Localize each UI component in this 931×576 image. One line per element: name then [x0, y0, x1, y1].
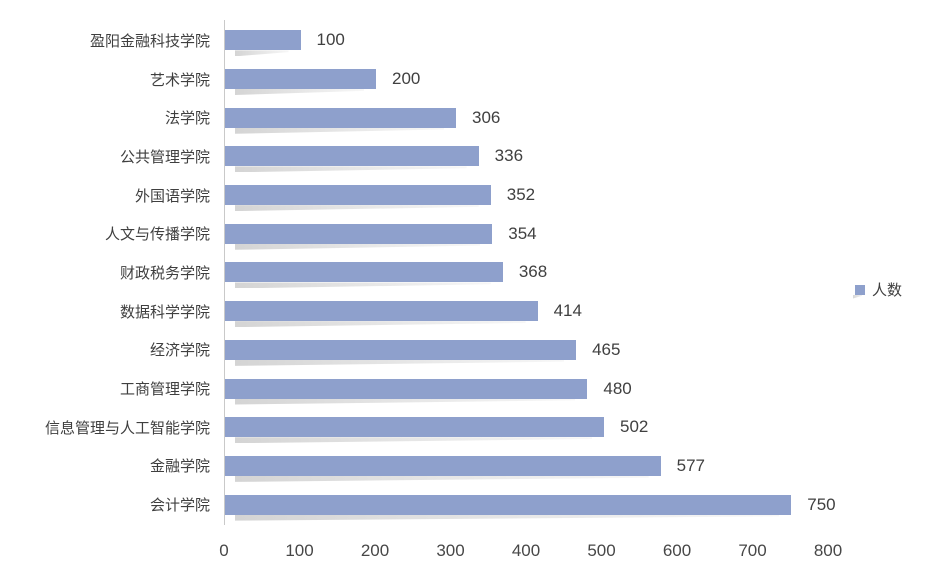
legend-label: 人数 [872, 282, 903, 299]
category-label: 人文与传播学院 [104, 226, 210, 244]
bar-track: 414 [224, 292, 828, 331]
category-label: 信息管理与人工智能学院 [44, 419, 210, 437]
bar-shadow [235, 166, 467, 173]
bar[interactable] [225, 69, 376, 96]
chart-row: 经济学院 465 [0, 331, 931, 370]
category-label: 财政税务学院 [119, 264, 210, 282]
bar-shadow [235, 50, 289, 57]
bar[interactable] [225, 494, 792, 521]
category-label: 会计学院 [149, 497, 210, 515]
category-label: 公共管理学院 [119, 148, 210, 166]
chart-row: 会计学院 750 [0, 485, 931, 524]
chart-row: 金融学院 577 [0, 447, 931, 486]
x-tick-label: 0 [219, 541, 229, 560]
bar-track: 577 [224, 447, 828, 486]
chart-row: 数据科学学院 414 [0, 292, 931, 331]
category-label: 盈阳金融科技学院 [89, 32, 210, 50]
bar[interactable] [225, 223, 493, 250]
value-label: 336 [494, 146, 524, 166]
legend-swatch-shadow [853, 294, 862, 299]
bar-track: 750 [224, 485, 836, 524]
bar-track: 200 [224, 60, 828, 99]
category-label: 数据科学学院 [119, 303, 210, 321]
bar-shadow [235, 282, 491, 289]
chart-rows: 盈阳金融科技学院 100 艺术学院 200 法学院 306 公共管理学院 336 外国语学院 35… [0, 21, 931, 524]
bar-track: 354 [224, 214, 828, 253]
x-tick-label: 600 [662, 541, 692, 560]
category-label: 金融学院 [149, 458, 210, 476]
category-label: 经济学院 [149, 342, 210, 360]
value-label: 352 [506, 185, 536, 205]
value-label: 502 [620, 417, 649, 437]
category-label: 法学院 [164, 110, 210, 128]
value-label: 200 [392, 69, 421, 89]
bar-shadow [235, 243, 481, 250]
bar-shadow [235, 359, 565, 366]
value-label: 306 [472, 107, 501, 127]
chart-row: 盈阳金融科技学院 100 [0, 21, 931, 60]
chart-row: 财政税务学院 368 [0, 253, 931, 292]
x-tick-label: 100 [285, 541, 314, 560]
category-label: 艺术学院 [149, 71, 210, 89]
bar[interactable] [225, 301, 538, 328]
bar[interactable] [225, 262, 503, 289]
bar[interactable] [225, 339, 577, 366]
value-label: 100 [316, 30, 345, 50]
chart-row: 公共管理学院 336 [0, 137, 931, 176]
bar-track: 480 [224, 369, 828, 408]
bar[interactable] [225, 107, 457, 134]
bar-track: 336 [224, 137, 828, 176]
chart-row: 工商管理学院 480 [0, 369, 931, 408]
value-label: 368 [518, 262, 548, 282]
value-label: 414 [553, 301, 582, 321]
value-label: 750 [807, 494, 836, 514]
legend[interactable]: 人数 [853, 279, 903, 300]
bar-shadow [235, 321, 526, 328]
value-label: 465 [592, 339, 621, 359]
bar[interactable] [225, 185, 491, 212]
bar-shadow [235, 475, 649, 482]
bar-track: 306 [224, 98, 828, 137]
bar-shadow [235, 437, 592, 444]
category-label: 外国语学院 [134, 187, 210, 205]
bar-track: 368 [224, 253, 828, 292]
value-label: 577 [676, 455, 705, 475]
x-tick-label: 200 [360, 541, 390, 560]
bar[interactable] [225, 378, 588, 405]
bar[interactable] [225, 417, 604, 444]
x-axis: 0 100 200 300 400 500 600 700 800 [219, 541, 842, 565]
chart-row: 艺术学院 200 [0, 60, 931, 99]
bar-track: 352 [224, 176, 828, 215]
y-axis-line [224, 20, 225, 525]
bar-track: 465 [224, 331, 828, 370]
bar-shadow [235, 89, 364, 96]
category-label: 工商管理学院 [119, 381, 210, 399]
bar-shadow [235, 514, 780, 521]
bar-shadow [235, 127, 445, 134]
bar[interactable] [225, 146, 479, 173]
chart-row: 信息管理与人工智能学院 502 [0, 408, 931, 447]
value-label: 480 [603, 378, 632, 398]
bar[interactable] [225, 30, 301, 57]
bar-shadow [235, 398, 576, 405]
bar-track: 100 [224, 21, 828, 60]
x-tick-label: 300 [436, 541, 465, 560]
chart-row: 外国语学院 352 [0, 176, 931, 215]
x-tick-label: 500 [587, 541, 616, 560]
legend-swatch-icon [853, 284, 865, 299]
bar[interactable] [225, 455, 661, 482]
value-label: 354 [508, 223, 537, 243]
x-tick-label: 700 [738, 541, 767, 560]
bar-shadow [235, 205, 479, 212]
x-tick-label: 400 [511, 541, 541, 560]
bar-track: 502 [224, 408, 828, 447]
x-tick-label: 800 [813, 541, 843, 560]
chart-row: 法学院 306 [0, 98, 931, 137]
chart-row: 人文与传播学院 354 [0, 214, 931, 253]
